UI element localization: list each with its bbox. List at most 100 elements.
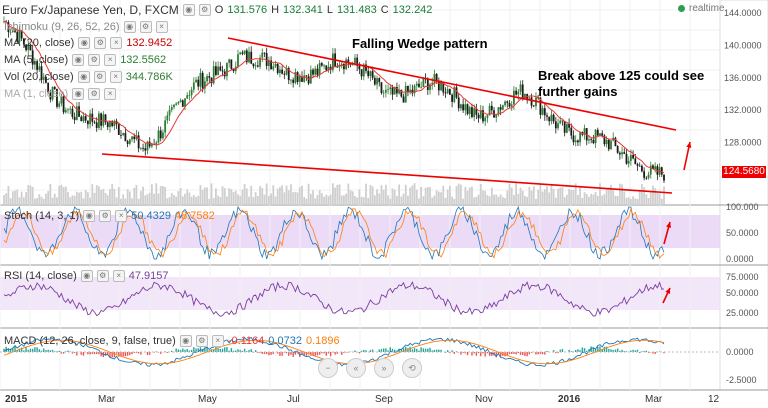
volume-bar bbox=[86, 192, 89, 205]
volume-bar bbox=[49, 183, 52, 205]
macd-histogram-bar bbox=[80, 352, 82, 355]
macd-histogram-bar bbox=[575, 349, 577, 352]
eye-icon[interactable]: ◉ bbox=[78, 37, 91, 49]
stoch-tick-label: 0.0000 bbox=[726, 254, 754, 264]
close-icon[interactable]: × bbox=[115, 210, 128, 222]
close-icon[interactable]: × bbox=[109, 71, 122, 83]
macd-histogram-bar bbox=[250, 349, 252, 352]
volume-bar bbox=[184, 193, 186, 205]
ohlc-close-label: C bbox=[380, 4, 389, 16]
volume-bar bbox=[358, 189, 361, 205]
candle-body bbox=[391, 87, 394, 95]
volume-bar bbox=[460, 184, 462, 205]
volume-bar bbox=[212, 198, 215, 205]
eye-icon[interactable]: ◉ bbox=[182, 4, 195, 16]
close-icon[interactable]: × bbox=[211, 335, 224, 347]
candle-body bbox=[440, 82, 442, 91]
volume-bar bbox=[537, 189, 540, 205]
candle-body bbox=[521, 84, 524, 98]
volume-bar bbox=[201, 189, 204, 205]
zoom-out-icon[interactable]: − bbox=[318, 358, 338, 378]
macd-histogram-bar bbox=[568, 349, 570, 352]
candle-body bbox=[137, 135, 140, 149]
scroll-right-icon[interactable]: » bbox=[374, 358, 394, 378]
candle-body bbox=[111, 121, 114, 127]
volume-bar bbox=[468, 187, 471, 205]
candle-body bbox=[307, 76, 310, 84]
macd-histogram-bar bbox=[486, 352, 489, 354]
candle-body bbox=[380, 82, 383, 94]
candle-body bbox=[230, 59, 233, 69]
candle-body bbox=[36, 61, 39, 70]
eye-icon[interactable]: ◉ bbox=[83, 210, 96, 222]
candle-body bbox=[164, 120, 167, 133]
close-icon[interactable]: × bbox=[155, 21, 168, 33]
macd-histogram-bar bbox=[663, 352, 665, 354]
volume-bar bbox=[590, 193, 593, 205]
macd-tick-label: 0.0000 bbox=[726, 347, 754, 357]
volume-bar bbox=[365, 183, 367, 205]
candle-body bbox=[45, 77, 47, 83]
settings-icon[interactable]: ⚙ bbox=[88, 54, 101, 66]
eye-icon[interactable]: ◉ bbox=[179, 335, 192, 347]
eye-icon[interactable]: ◉ bbox=[77, 71, 90, 83]
volume-bar bbox=[47, 191, 50, 205]
close-icon[interactable]: × bbox=[104, 54, 117, 66]
volume-bar bbox=[440, 192, 442, 205]
macd-histogram-bar bbox=[427, 348, 429, 352]
eye-icon[interactable]: ◉ bbox=[72, 54, 85, 66]
settings-icon[interactable]: ⚙ bbox=[94, 37, 107, 49]
macd-histogram-bar bbox=[409, 346, 411, 352]
macd-histogram-bar bbox=[422, 348, 425, 352]
macd-histogram-bar bbox=[246, 351, 248, 352]
volume-bar bbox=[526, 196, 529, 205]
settings-icon[interactable]: ⚙ bbox=[99, 210, 112, 222]
settings-icon[interactable]: ⚙ bbox=[88, 88, 101, 100]
settings-icon[interactable]: ⚙ bbox=[198, 4, 211, 16]
rsi-legend: RSI (14, close) ◉ ⚙ × 47.9157 bbox=[4, 270, 169, 282]
volume-bar bbox=[195, 197, 197, 205]
macd-histogram-bar bbox=[385, 348, 387, 352]
macd-histogram-bar bbox=[411, 349, 414, 352]
volume-bar bbox=[652, 185, 654, 205]
close-icon[interactable]: × bbox=[112, 270, 125, 282]
close-icon[interactable]: × bbox=[110, 37, 123, 49]
settings-icon[interactable]: ⚙ bbox=[195, 335, 208, 347]
volume-bar bbox=[25, 192, 27, 205]
macd-histogram-bar bbox=[296, 352, 299, 354]
eye-icon[interactable]: ◉ bbox=[72, 88, 85, 100]
candle-body bbox=[18, 30, 21, 42]
settings-icon[interactable]: ⚙ bbox=[93, 71, 106, 83]
candle-body bbox=[314, 68, 317, 75]
volume-bar bbox=[93, 192, 96, 205]
candle-body bbox=[632, 155, 634, 159]
settings-icon[interactable]: ⚙ bbox=[139, 21, 152, 33]
macd-histogram-bar bbox=[45, 350, 47, 352]
candle-body bbox=[541, 108, 544, 115]
close-icon[interactable]: × bbox=[104, 88, 117, 100]
settings-icon[interactable]: ⚙ bbox=[96, 270, 109, 282]
ohlc-close-value: 132.242 bbox=[392, 4, 433, 16]
candle-body bbox=[78, 106, 80, 117]
eye-icon[interactable]: ◉ bbox=[80, 270, 93, 282]
scroll-left-icon[interactable]: « bbox=[346, 358, 366, 378]
eye-icon[interactable]: ◉ bbox=[123, 21, 136, 33]
candle-body bbox=[89, 113, 91, 125]
candle-body bbox=[563, 121, 566, 133]
macd-histogram-bar bbox=[23, 350, 25, 352]
volume-bar bbox=[506, 190, 509, 205]
candle-body bbox=[276, 63, 279, 74]
candle-body bbox=[212, 66, 215, 84]
candle-body bbox=[51, 86, 54, 100]
candle-body bbox=[437, 80, 440, 91]
candle-body bbox=[418, 83, 420, 88]
reset-icon[interactable]: ⟲ bbox=[402, 358, 422, 378]
volume-bar bbox=[272, 185, 275, 205]
ohlc-high-value: 132.341 bbox=[283, 4, 323, 16]
candle-body bbox=[356, 57, 359, 66]
candle-body bbox=[343, 63, 345, 70]
candle-body bbox=[283, 73, 286, 75]
candle-body bbox=[537, 97, 540, 99]
candle-body bbox=[601, 133, 604, 136]
